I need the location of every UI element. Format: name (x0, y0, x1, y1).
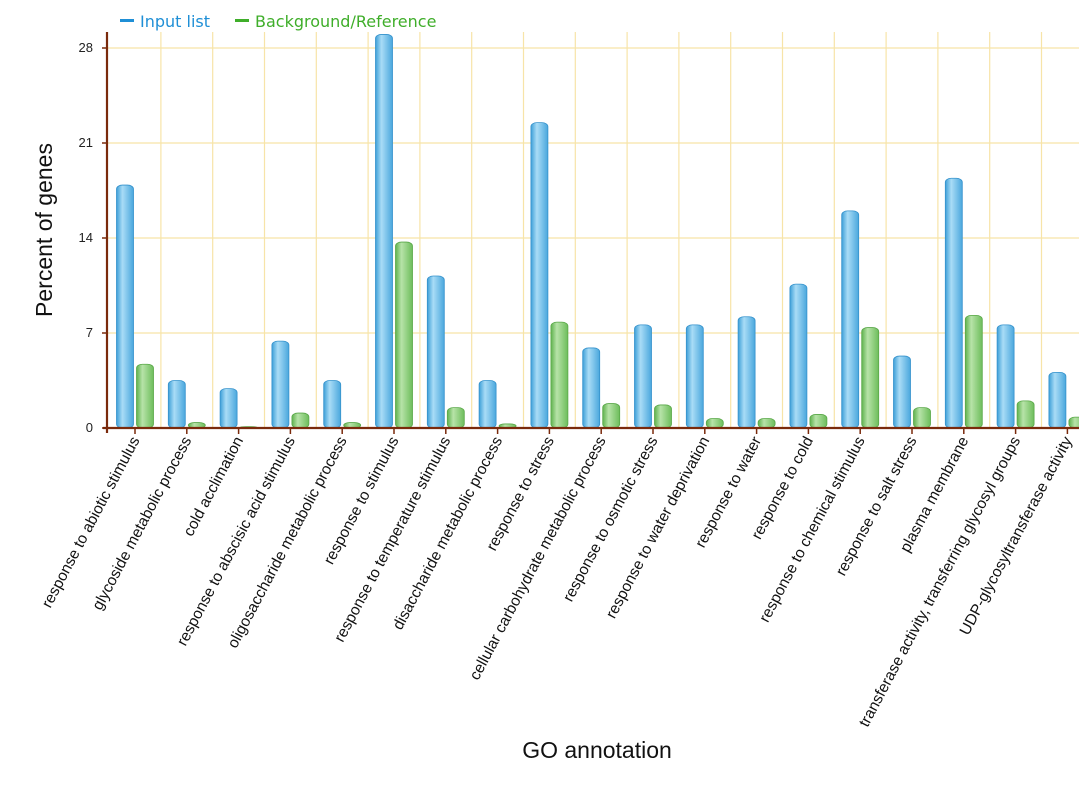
legend-item-input-list[interactable]: Input list (120, 12, 210, 31)
legend-label-background-reference: Background/Reference (255, 12, 436, 31)
bar-background-reference[interactable] (602, 403, 621, 429)
x-category-label: response to chemical stimulus (756, 434, 869, 626)
bar-input-list[interactable] (271, 340, 290, 429)
x-category-label: glycoside metabolic process (89, 434, 195, 613)
bar-input-list[interactable] (219, 388, 238, 429)
legend-item-background-reference[interactable]: Background/Reference (235, 12, 436, 31)
bar-background-reference[interactable] (1068, 416, 1079, 429)
y-axis-title: Percent of genes (31, 143, 57, 317)
bar-input-list[interactable] (323, 380, 342, 429)
bar-background-reference[interactable] (291, 412, 310, 429)
bar-background-reference[interactable] (1016, 400, 1035, 429)
x-axis-title: GO annotation (522, 737, 672, 763)
bar-background-reference[interactable] (136, 363, 154, 429)
x-category-label: UDP-glycosyltransferase activity (957, 434, 1076, 638)
bar-background-reference[interactable] (446, 407, 465, 429)
bar-background-reference[interactable] (861, 327, 880, 429)
y-tick-label: 28 (79, 40, 93, 55)
grid (107, 32, 1079, 428)
bar-input-list[interactable] (634, 324, 652, 429)
bar-input-list[interactable] (893, 355, 911, 429)
bar-input-list[interactable] (478, 380, 497, 429)
bar-input-list[interactable] (375, 34, 393, 429)
bar-input-list[interactable] (737, 316, 756, 429)
x-category-label: response to abiotic stimulus (39, 434, 144, 611)
bar-input-list[interactable] (426, 275, 445, 429)
bar-background-reference[interactable] (809, 414, 828, 429)
bar-input-list[interactable] (167, 380, 186, 429)
bar-input-list[interactable] (1048, 371, 1067, 429)
legend-swatch-background-reference (235, 19, 249, 22)
axes (102, 32, 1079, 434)
bar-background-reference[interactable] (757, 418, 776, 429)
bar-input-list[interactable] (996, 324, 1015, 429)
bar-background-reference[interactable] (395, 241, 413, 429)
bar-background-reference[interactable] (705, 418, 724, 429)
bar-input-list[interactable] (685, 324, 704, 429)
y-tick-label: 0 (86, 420, 93, 435)
x-category-label: disaccharide metabolic process (390, 434, 507, 633)
bar-input-list[interactable] (944, 177, 963, 429)
y-tick-label: 7 (86, 325, 93, 340)
y-tick-label: 14 (79, 230, 93, 245)
x-category-label: response to osmotic stress (560, 434, 662, 605)
bar-input-list[interactable] (789, 283, 808, 429)
legend-swatch-input-list (120, 19, 134, 22)
x-category-label: response to water deprivation (603, 434, 713, 622)
legend: Input list Background/Reference (120, 12, 436, 31)
bar-input-list[interactable] (841, 210, 860, 429)
bar-background-reference[interactable] (964, 314, 983, 429)
y-tick-label: 21 (79, 135, 93, 150)
bar-input-list[interactable] (530, 122, 549, 429)
legend-label-input-list: Input list (140, 12, 210, 31)
bar-background-reference[interactable] (550, 321, 569, 429)
bar-background-reference[interactable] (654, 404, 672, 429)
bar-input-list[interactable] (116, 184, 134, 429)
bar-background-reference[interactable] (913, 407, 931, 429)
bars (116, 34, 1079, 429)
y-tick-labels: 0 7 14 21 28 (79, 40, 93, 435)
bar-input-list[interactable] (582, 347, 601, 429)
